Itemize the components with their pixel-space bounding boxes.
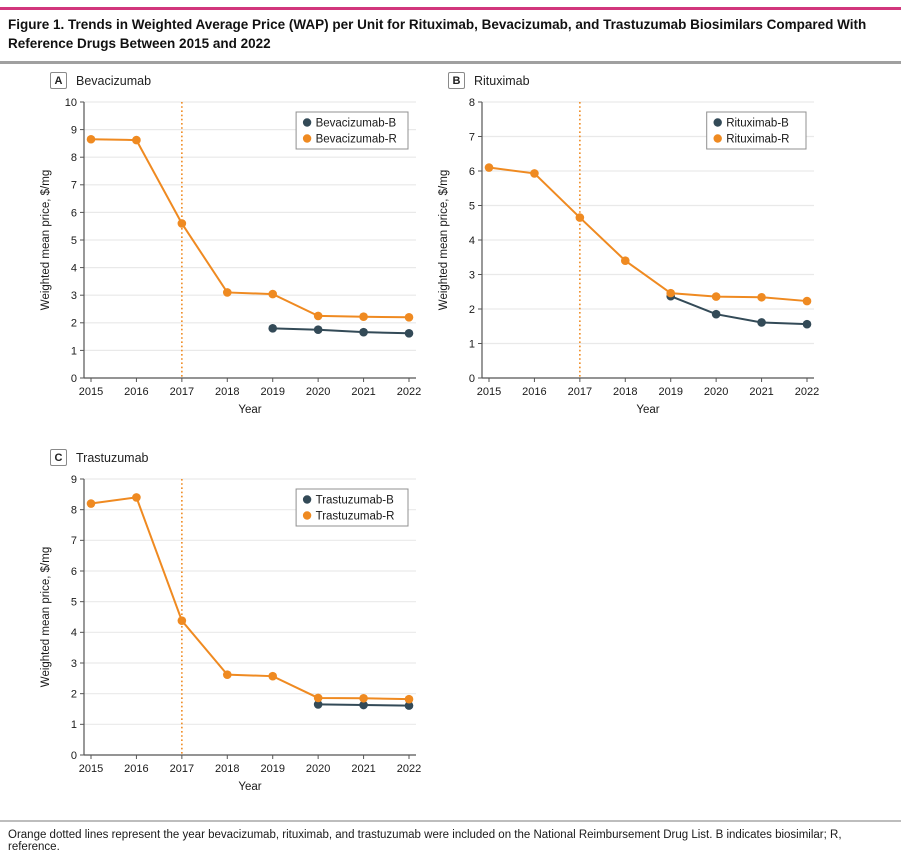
footnote-divider [0,819,901,822]
svg-text:2022: 2022 [397,386,421,398]
svg-text:2: 2 [71,317,77,329]
svg-text:7: 7 [71,535,77,547]
chart-panels: A Bevacizumab 0 1 2 3 4 5 6 7 8 9 10 2015 2016 2017 2018… [0,72,901,806]
svg-text:5: 5 [71,235,77,247]
line-chart-rituximab: 0 1 2 3 4 5 6 7 8 2015 2016 2017 2018 2019 2020 2021 202… [438,97,819,416]
panel-title-a: Bevacizumab [76,73,152,88]
svg-text:2022: 2022 [795,386,819,398]
svg-text:Trastuzumab-R: Trastuzumab-R [316,510,395,522]
line-chart-bevacizumab: 0 1 2 3 4 5 6 7 8 9 10 2015 2016 2017 2018 2019 2020 2021… [40,97,421,416]
panel-letter-b: B [448,72,465,90]
panel-letter-c: C [50,449,67,467]
svg-text:2015: 2015 [79,386,103,398]
svg-text:2019: 2019 [260,386,284,398]
title-divider [0,60,901,64]
svg-text:0: 0 [469,373,475,385]
svg-text:Bevacizumab-B: Bevacizumab-B [316,117,397,129]
svg-text:2016: 2016 [124,386,148,398]
svg-text:2018: 2018 [215,763,239,775]
svg-text:9: 9 [71,124,77,136]
legend-box-c [295,488,409,527]
svg-text:2018: 2018 [613,386,637,398]
svg-text:0: 0 [71,750,77,762]
svg-text:4: 4 [469,235,475,247]
svg-text:0: 0 [71,373,77,385]
svg-text:2016: 2016 [124,763,148,775]
legend-box-b [706,111,807,150]
legend-box-a [295,111,409,150]
chart-panel-c: C Trastuzumab 0 1 2 3 4 5 6 7 8 9 2015 2016 2017 2018 20… [36,449,428,806]
series-line-rituximab-r [488,166,808,302]
svg-text:3: 3 [469,269,475,281]
svg-text:7: 7 [469,131,475,143]
svg-text:6: 6 [71,207,77,219]
svg-text:2020: 2020 [306,386,330,398]
panel-header-c: C Trastuzumab [50,449,428,467]
svg-text:10: 10 [65,97,77,109]
svg-text:2021: 2021 [351,386,375,398]
svg-text:2022: 2022 [397,763,421,775]
top-accent-rule [0,7,901,10]
svg-text:2020: 2020 [306,763,330,775]
svg-text:Weighted mean price, $/mg: Weighted mean price, $/mg [40,170,52,310]
svg-text:7: 7 [71,179,77,191]
panel-title-c: Trastuzumab [76,450,149,465]
svg-text:8: 8 [469,97,475,109]
svg-text:2015: 2015 [477,386,501,398]
svg-text:6: 6 [469,166,475,178]
series-line-bevacizumab-b [272,327,410,335]
panel-header-b: B Rituximab [448,72,826,90]
svg-text:9: 9 [71,474,77,486]
svg-text:4: 4 [71,262,77,274]
svg-text:1: 1 [71,345,77,357]
svg-text:2019: 2019 [658,386,682,398]
figure-title: Figure 1. Trends in Weighted Average Pri… [8,17,867,51]
svg-text:2021: 2021 [749,386,773,398]
svg-text:2019: 2019 [260,763,284,775]
panel-header-a: A Bevacizumab [50,72,428,90]
svg-text:2015: 2015 [79,763,103,775]
svg-text:3: 3 [71,290,77,302]
svg-text:Year: Year [636,404,659,416]
figure-footnote: Orange dotted lines represent the year b… [8,828,842,853]
svg-text:Rituximab-R: Rituximab-R [726,133,789,145]
svg-text:1: 1 [71,719,77,731]
svg-text:5: 5 [71,596,77,608]
line-chart-trastuzumab: 0 1 2 3 4 5 6 7 8 9 2015 2016 2017 2018 2019 2020 2021 20… [40,474,421,793]
svg-text:Trastuzumab-B: Trastuzumab-B [316,494,395,506]
svg-text:2017: 2017 [170,763,194,775]
panel-title-b: Rituximab [474,73,530,88]
svg-text:2: 2 [469,304,475,316]
svg-text:2018: 2018 [215,386,239,398]
svg-text:5: 5 [469,200,475,212]
svg-text:2021: 2021 [351,763,375,775]
svg-text:1: 1 [469,338,475,350]
svg-text:3: 3 [71,658,77,670]
svg-text:Year: Year [238,404,261,416]
svg-text:8: 8 [71,504,77,516]
svg-text:Rituximab-B: Rituximab-B [726,117,789,129]
svg-text:Weighted mean price, $/mg: Weighted mean price, $/mg [40,547,52,687]
svg-text:8: 8 [71,152,77,164]
series-line-trastuzumab-r [90,496,410,700]
svg-text:2020: 2020 [704,386,728,398]
panel-letter-a: A [50,72,67,90]
svg-text:2016: 2016 [522,386,546,398]
svg-text:Weighted mean price, $/mg: Weighted mean price, $/mg [438,170,450,310]
series-line-bevacizumab-r [90,138,410,319]
series-line-rituximab-b [670,295,808,325]
svg-text:2017: 2017 [170,386,194,398]
svg-text:4: 4 [71,627,77,639]
svg-text:2017: 2017 [568,386,592,398]
chart-panel-a: A Bevacizumab 0 1 2 3 4 5 6 7 8 9 10 2015 2016 2017 2018… [36,72,428,429]
svg-text:6: 6 [71,566,77,578]
svg-text:Year: Year [238,781,261,793]
chart-panel-b: B Rituximab 0 1 2 3 4 5 6 7 8 2015 2016 2017 2018 2019 2… [434,72,826,429]
svg-text:Bevacizumab-R: Bevacizumab-R [316,133,397,145]
svg-text:2: 2 [71,688,77,700]
